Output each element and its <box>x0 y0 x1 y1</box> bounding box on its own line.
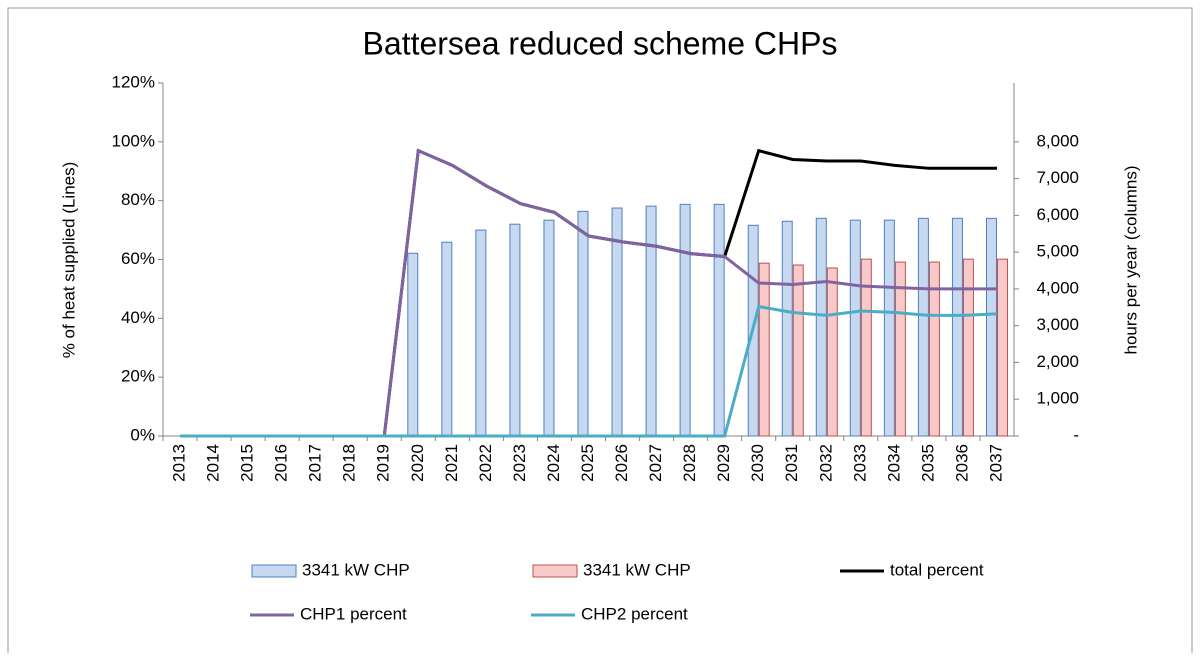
legend-label: CHP2 percent <box>581 604 688 623</box>
x-tick-label: 2015 <box>238 444 257 482</box>
legend-label: CHP1 percent <box>300 604 407 623</box>
y2-tick-label: 4,000 <box>1036 278 1079 297</box>
x-tick-label: 2029 <box>714 444 733 482</box>
x-tick-label: 2033 <box>850 444 869 482</box>
x-tick-label: 2034 <box>884 444 903 482</box>
legend-label: total percent <box>890 560 984 579</box>
y-tick-label: 60% <box>121 249 155 268</box>
bar <box>758 262 770 437</box>
y2-tick-label: 5,000 <box>1036 242 1079 261</box>
line <box>180 304 998 438</box>
y2-tick-label: 6,000 <box>1036 205 1079 224</box>
y-tick-label: 100% <box>112 131 155 150</box>
y-axis-label: % of heat supplied (Lines) <box>59 162 78 359</box>
bar <box>849 219 861 437</box>
x-tick-label: 2037 <box>986 444 1005 482</box>
bar <box>815 217 827 437</box>
bar <box>883 219 895 437</box>
x-tick-label: 2018 <box>340 444 359 482</box>
x-tick-label: 2027 <box>646 444 665 482</box>
bar <box>962 258 974 437</box>
bar <box>985 217 997 437</box>
bar <box>645 205 657 437</box>
x-tick-label: 2023 <box>510 444 529 482</box>
y-tick-label: 40% <box>121 308 155 327</box>
legend-label: 3341 kW CHP <box>302 560 410 579</box>
x-tick-label: 2013 <box>170 444 189 482</box>
x-tick-label: 2021 <box>442 444 461 482</box>
y2-tick-label: 1,000 <box>1036 389 1079 408</box>
x-tick-label: 2024 <box>544 444 563 482</box>
x-tick-label: 2032 <box>816 444 835 482</box>
x-tick-label: 2035 <box>918 444 937 482</box>
bar <box>509 223 521 437</box>
x-tick-label: 2026 <box>612 444 631 482</box>
bar <box>441 241 453 437</box>
bar <box>792 264 804 437</box>
x-tick-label: 2031 <box>782 444 801 482</box>
x-tick-label: 2017 <box>306 444 325 482</box>
bar <box>860 258 872 437</box>
y-tick-label: 20% <box>121 367 155 386</box>
bar <box>475 229 487 437</box>
bar <box>679 203 691 437</box>
bar <box>543 219 555 437</box>
bar <box>928 261 940 437</box>
legend-swatch <box>251 564 297 578</box>
y2-tick-label: 7,000 <box>1036 168 1079 187</box>
bar <box>894 261 906 437</box>
x-tick-label: 2030 <box>748 444 767 482</box>
x-tick-label: 2022 <box>476 444 495 482</box>
x-tick-label: 2019 <box>374 444 393 482</box>
bar <box>577 210 589 437</box>
x-tick-label: 2028 <box>680 444 699 482</box>
x-tick-label: 2014 <box>204 444 223 482</box>
y2-tick-label: - <box>1073 425 1079 444</box>
x-tick-label: 2016 <box>272 444 291 482</box>
x-tick-label: 2036 <box>952 444 971 482</box>
x-tick-label: 2025 <box>578 444 597 482</box>
y2-tick-label: 2,000 <box>1036 352 1079 371</box>
y2-tick-label: 8,000 <box>1036 131 1079 150</box>
legend-label: 3341 kW CHP <box>583 560 691 579</box>
bar <box>407 252 419 437</box>
y2-axis-label: hours per year (columns) <box>1121 166 1140 355</box>
y-tick-label: 80% <box>121 190 155 209</box>
y-tick-label: 0% <box>130 425 155 444</box>
chart-title: Battersea reduced scheme CHPs <box>363 25 838 61</box>
bar <box>996 258 1008 437</box>
y-tick-label: 120% <box>112 72 155 91</box>
bar <box>951 217 963 437</box>
bar <box>713 203 725 437</box>
bar <box>917 217 929 437</box>
x-tick-label: 2020 <box>408 444 427 482</box>
legend-swatch <box>532 564 578 578</box>
bar <box>826 267 838 437</box>
bar <box>781 220 793 437</box>
y2-tick-label: 3,000 <box>1036 315 1079 334</box>
